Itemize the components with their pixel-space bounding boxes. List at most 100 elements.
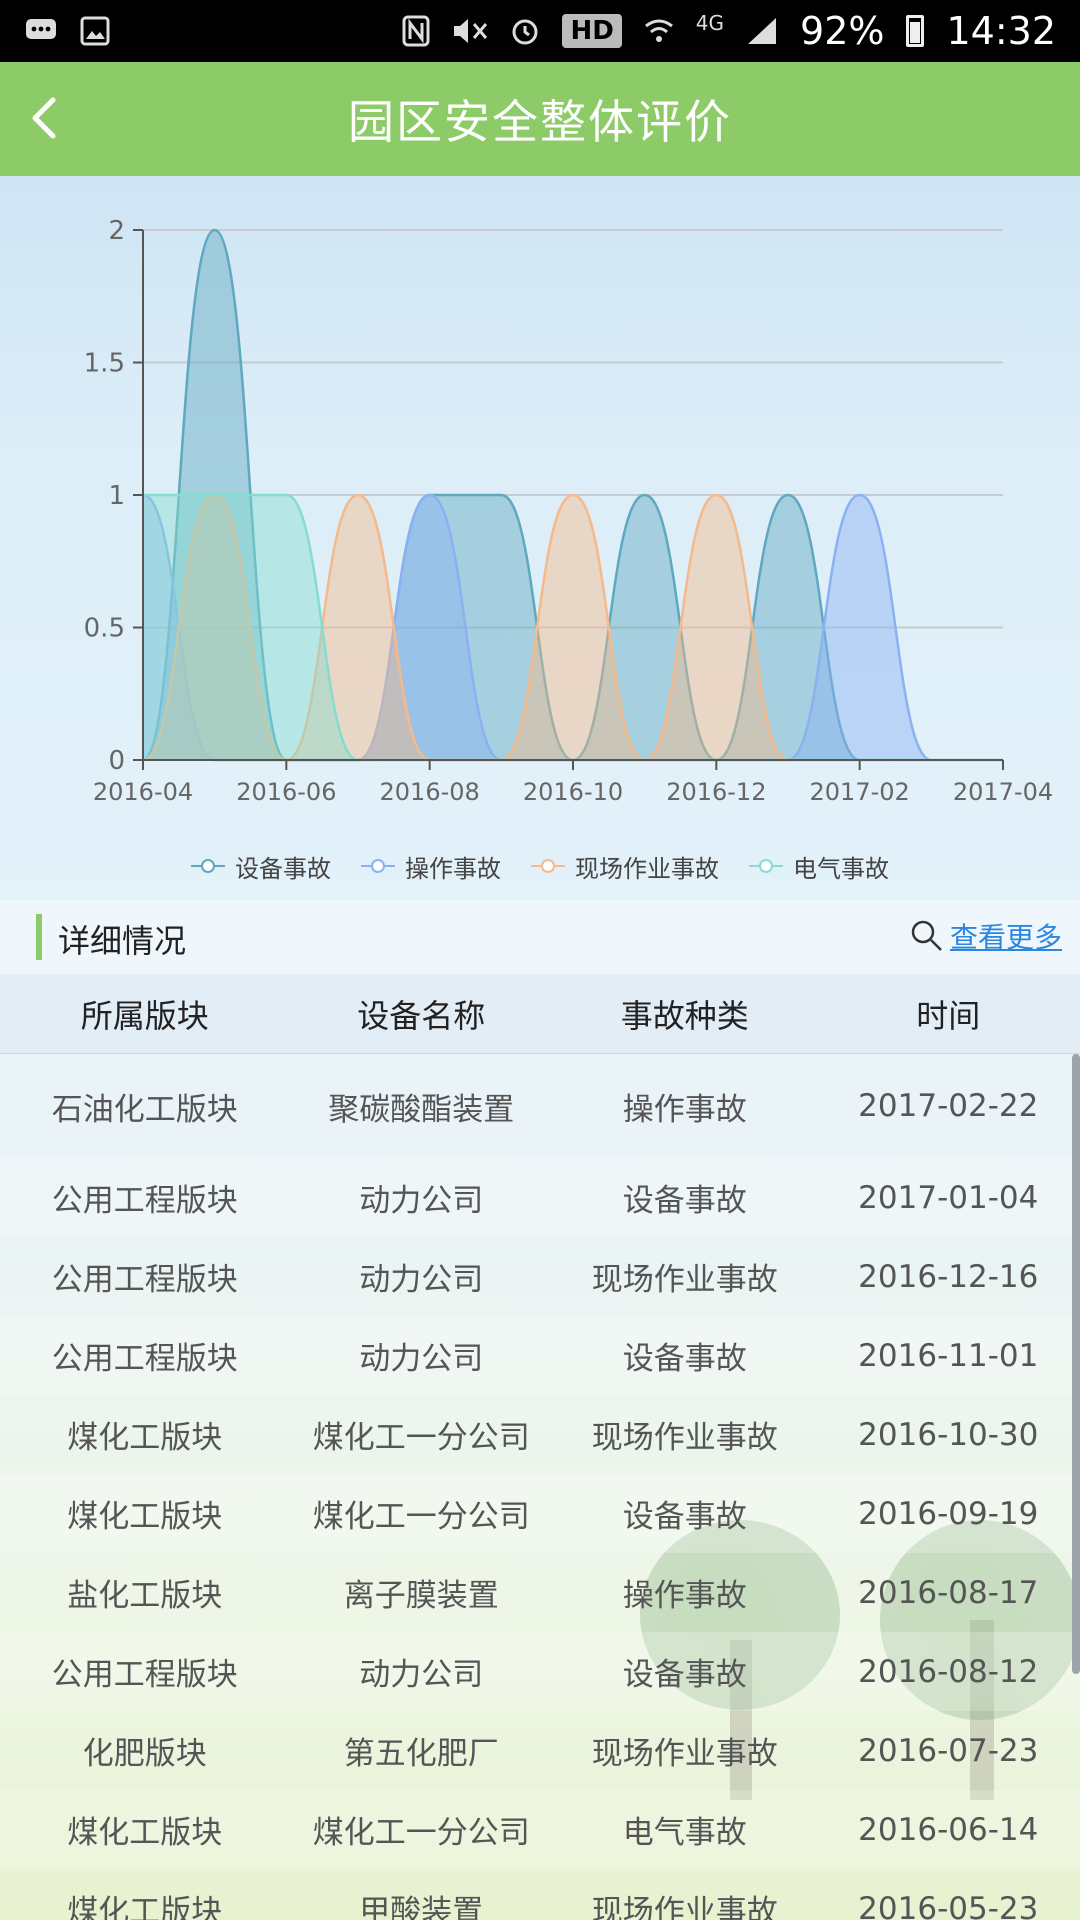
table-row[interactable]: 公用工程版块 动力公司 设备事故 2016-08-12 [0, 1632, 1080, 1711]
table-row[interactable]: 煤化工版块 甲酸装置 现场作业事故 2016-05-23 [0, 1869, 1080, 1920]
x-tick-label: 2016-04 [93, 778, 193, 806]
cell-equipment: 甲酸装置 [359, 1894, 484, 1920]
cell-accident-type: 操作事故 [622, 1578, 747, 1614]
table-row[interactable]: 石油化工版块 聚碳酸酯装置 操作事故 2017-02-22 [0, 1054, 1080, 1158]
legend-label: 操作事故 [405, 854, 501, 883]
x-tick-label: 2017-04 [953, 778, 1053, 806]
table-row[interactable]: 煤化工版块 煤化工一分公司 设备事故 2016-09-19 [0, 1474, 1080, 1553]
cell-time: 2016-09-19 [858, 1495, 1039, 1532]
tree-trunk-decoration [730, 1640, 752, 1800]
y-tick-label: 2 [108, 216, 125, 246]
scrollbar[interactable] [1072, 1054, 1080, 1674]
table-row[interactable]: 化肥版块 第五化肥厂 现场作业事故 2016-07-23 [0, 1711, 1080, 1790]
view-more-link[interactable]: 查看更多 [910, 916, 1062, 956]
column-header-equipment: 设备名称 [357, 996, 486, 1035]
cell-equipment: 煤化工一分公司 [312, 1815, 530, 1851]
cell-accident-type: 设备事故 [622, 1499, 747, 1535]
legend-label: 电气事故 [793, 854, 889, 883]
legend-item[interactable]: 现场作业事故 [531, 849, 719, 884]
cell-sector: 煤化工版块 [67, 1499, 223, 1535]
table-header: 所属版块 设备名称 事故种类 时间 [0, 974, 1080, 1054]
cell-equipment: 煤化工一分公司 [312, 1420, 530, 1456]
cell-accident-type: 电气事故 [622, 1815, 747, 1851]
x-tick-label: 2016-10 [523, 778, 623, 806]
alarm-icon [510, 16, 540, 46]
y-tick-label: 1 [108, 481, 125, 511]
area-chart: 0 0.5 1 1.5 2 2016-04 2016-06 2016-08 2016-10 201… [84, 216, 1054, 806]
nfc-icon [402, 15, 430, 47]
x-tick-label: 2017-02 [810, 778, 910, 806]
legend-marker-icon [191, 858, 225, 874]
table-row[interactable]: 公用工程版块 动力公司 现场作业事故 2016-12-16 [0, 1237, 1080, 1316]
chart-legend: 设备事故 操作事故 现场作业事故 电气事故 [0, 836, 1080, 896]
column-header-time: 时间 [916, 996, 981, 1035]
chart-panel: 0 0.5 1 1.5 2 2016-04 2016-06 2016-08 2016-10 201… [0, 176, 1080, 900]
cell-accident-type: 现场作业事故 [591, 1262, 778, 1298]
x-tick-label: 2016-06 [236, 778, 336, 806]
cell-time: 2017-02-22 [858, 1088, 1039, 1124]
cell-sector: 公用工程版块 [51, 1341, 238, 1377]
cell-time: 2017-01-04 [858, 1179, 1039, 1216]
cell-time: 2016-06-14 [858, 1811, 1039, 1848]
table-row[interactable]: 盐化工版块 离子膜装置 操作事故 2016-08-17 [0, 1553, 1080, 1632]
legend-item[interactable]: 设备事故 [191, 849, 331, 884]
cell-equipment: 动力公司 [359, 1262, 484, 1298]
cell-equipment: 煤化工一分公司 [312, 1499, 530, 1535]
network-type: 4G [695, 11, 725, 35]
chevron-left-icon [32, 97, 56, 139]
tree-trunk-decoration [970, 1620, 994, 1800]
page-title: 园区安全整体评价 [348, 95, 732, 149]
cell-equipment: 聚碳酸酯装置 [328, 1091, 515, 1128]
cell-equipment: 动力公司 [359, 1657, 484, 1693]
battery-percent: 92% [800, 9, 885, 53]
message-icon [24, 17, 58, 45]
signal-icon [746, 16, 778, 46]
table-row[interactable]: 公用工程版块 动力公司 设备事故 2016-11-01 [0, 1316, 1080, 1395]
y-tick-label: 1.5 [84, 349, 125, 379]
legend-marker-icon [749, 858, 783, 874]
clock: 14:32 [946, 9, 1056, 53]
status-bar: HD 4G 92% 14:32 [0, 0, 1080, 62]
cell-time: 2016-08-17 [858, 1574, 1039, 1611]
column-header-sector: 所属版块 [80, 996, 209, 1035]
cell-accident-type: 现场作业事故 [591, 1420, 778, 1456]
cell-time: 2016-11-01 [858, 1337, 1039, 1374]
cell-sector: 煤化工版块 [67, 1815, 223, 1851]
tree-decoration [640, 1520, 840, 1710]
cell-sector: 公用工程版块 [51, 1183, 238, 1219]
search-icon [911, 920, 942, 951]
cell-sector: 公用工程版块 [51, 1657, 238, 1693]
legend-label: 设备事故 [235, 854, 331, 883]
table-row[interactable]: 公用工程版块 动力公司 设备事故 2017-01-04 [0, 1158, 1080, 1237]
table-row[interactable]: 煤化工版块 煤化工一分公司 电气事故 2016-06-14 [0, 1790, 1080, 1869]
cell-time: 2016-05-23 [858, 1890, 1039, 1920]
cell-equipment: 动力公司 [359, 1183, 484, 1219]
cell-time: 2016-10-30 [858, 1416, 1039, 1453]
back-button[interactable] [14, 88, 74, 148]
cell-sector: 煤化工版块 [67, 1420, 223, 1456]
cell-accident-type: 设备事故 [622, 1341, 747, 1377]
cell-equipment: 离子膜装置 [343, 1578, 499, 1614]
tree-decoration [880, 1520, 1080, 1720]
legend-item[interactable]: 电气事故 [749, 849, 889, 884]
series-line-0 [142, 228, 861, 762]
battery-icon [906, 15, 925, 47]
section-title: 详细情况 [58, 922, 187, 960]
series-area-2 [143, 495, 788, 760]
accident-table[interactable]: 石油化工版块 聚碳酸酯装置 操作事故 2017-02-22 公用工程版块 动力公司 设备事故… [0, 1054, 1080, 1920]
x-tick-label: 2016-08 [380, 778, 480, 806]
table-row[interactable]: 煤化工版块 煤化工一分公司 现场作业事故 2016-10-30 [0, 1395, 1080, 1474]
view-more-label[interactable]: 查看更多 [949, 921, 1062, 954]
y-tick-label: 0 [108, 746, 125, 776]
cell-time: 2016-07-23 [858, 1732, 1039, 1769]
series-area-3 [143, 495, 1003, 760]
y-tick-label: 0.5 [84, 614, 125, 644]
image-icon [80, 16, 110, 46]
cell-accident-type: 操作事故 [622, 1091, 747, 1128]
legend-marker-icon [531, 858, 565, 874]
cell-accident-type: 现场作业事故 [591, 1736, 778, 1772]
legend-item[interactable]: 操作事故 [361, 849, 501, 884]
cell-sector: 化肥版块 [82, 1736, 207, 1772]
app-bar: 园区安全整体评价 [0, 62, 1080, 176]
cell-time: 2016-12-16 [858, 1258, 1039, 1295]
